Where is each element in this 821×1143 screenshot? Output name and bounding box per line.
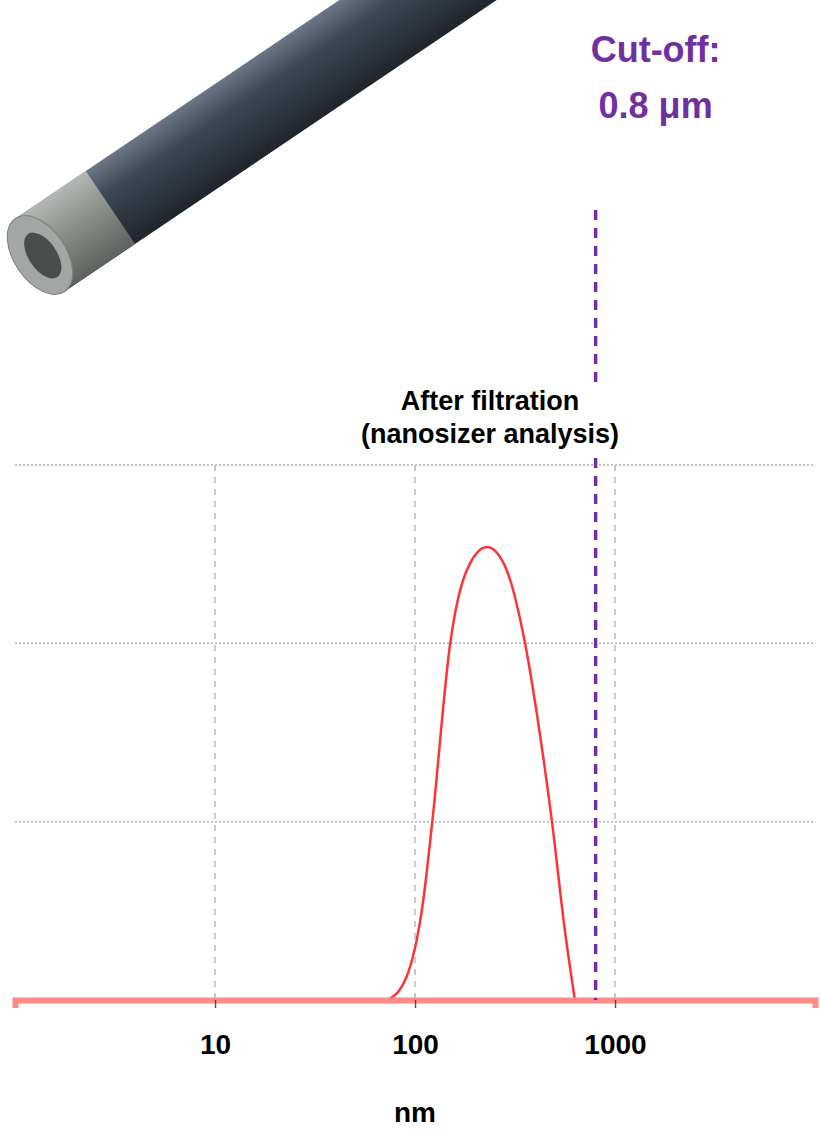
- x-tick-mark: [415, 1000, 417, 1008]
- cutoff-label: Cut-off:0.8 μm: [591, 29, 721, 126]
- x-tick: 10: [200, 1000, 231, 1060]
- tube-end: [0, 204, 86, 306]
- y-grid-line: [15, 643, 815, 645]
- grid: [15, 465, 815, 1000]
- x-axis: 10 100 1000: [16, 1000, 816, 1060]
- tube-photo: [0, 0, 579, 306]
- x-axis-line: [16, 1001, 816, 1009]
- cutoff-line: [594, 210, 598, 385]
- x-tick-label: 10: [200, 1029, 231, 1060]
- tube-body: [15, 0, 578, 291]
- size-distribution-line: [388, 547, 575, 1000]
- x-tick: 1000: [584, 1000, 646, 1060]
- chart-title: After filtration(nanosizer analysis): [361, 386, 619, 449]
- x-tick-mark: [215, 1000, 217, 1008]
- plot-area: [388, 547, 575, 1000]
- x-grid-line: [214, 465, 216, 1000]
- x-grid-line: [614, 465, 616, 1000]
- x-grid-line: [414, 465, 416, 1000]
- x-tick-mark: [615, 1000, 617, 1008]
- x-tick-label: 100: [392, 1029, 439, 1060]
- x-tick-label: 1000: [584, 1029, 646, 1060]
- tube-hole: [17, 226, 69, 285]
- chart: 10 100 1000 nm After filtration(nanosizer an…: [0, 0, 821, 1143]
- x-tick: 100: [392, 1000, 439, 1060]
- cutoff-line: [594, 458, 598, 1000]
- y-grid-line: [15, 821, 815, 823]
- x-axis-title: nm: [394, 1097, 436, 1128]
